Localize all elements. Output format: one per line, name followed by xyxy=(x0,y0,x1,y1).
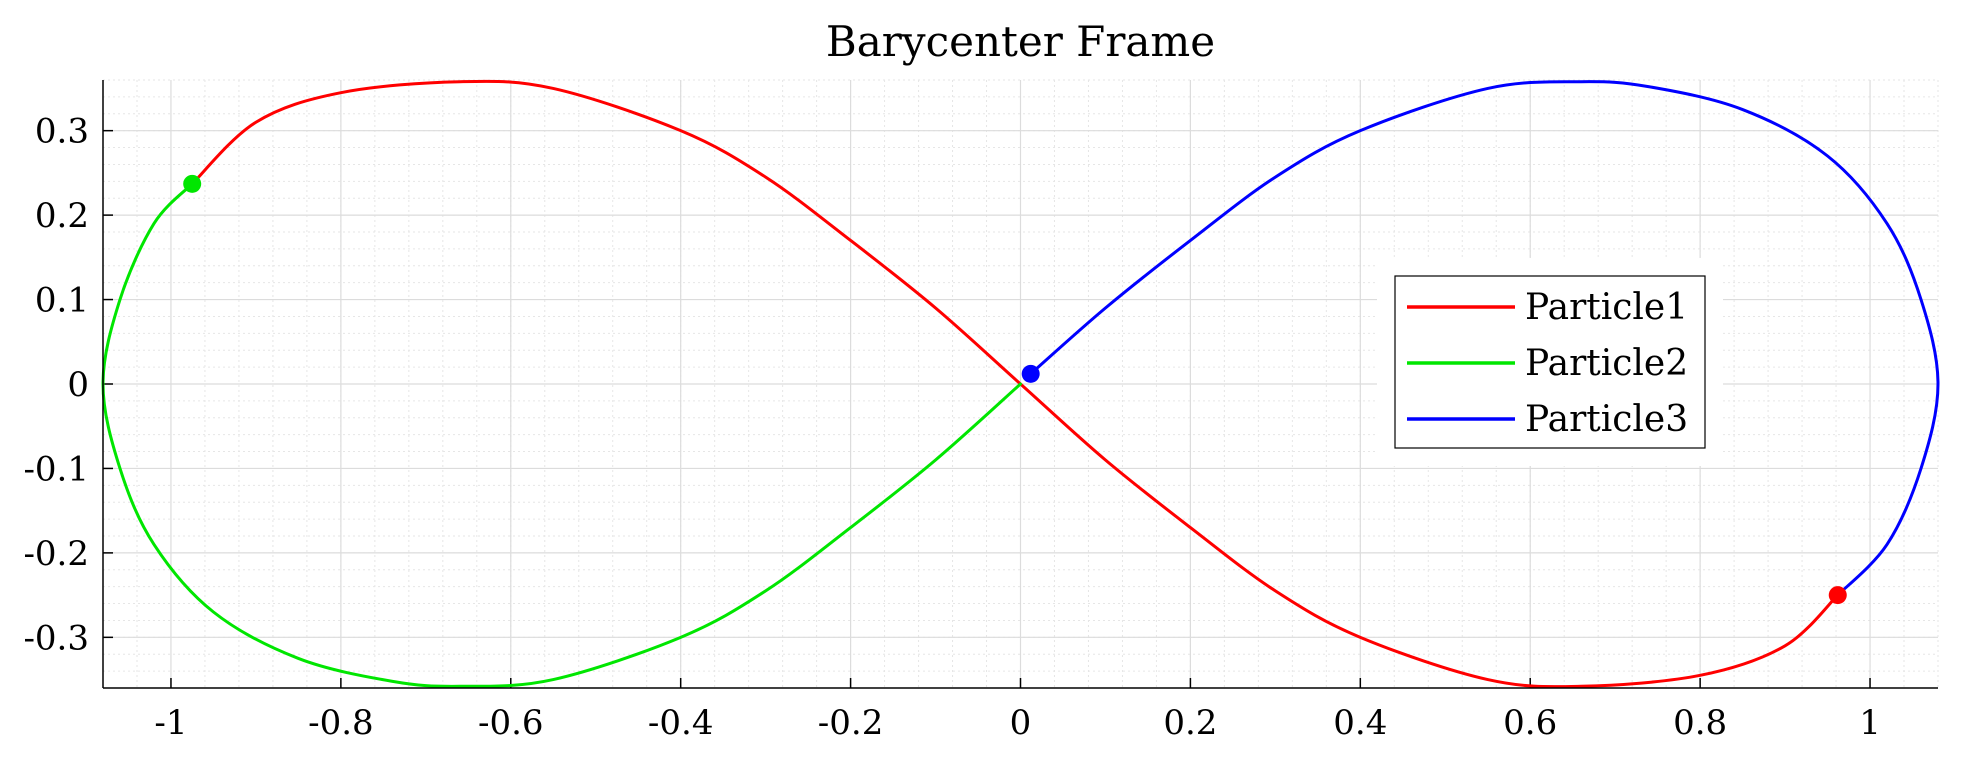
particle-marker-particle1 xyxy=(1828,586,1847,605)
series-layer xyxy=(101,79,1940,689)
chart-title: Barycenter Frame xyxy=(826,17,1215,66)
y-tick-label: -0.3 xyxy=(23,618,89,658)
major-grid xyxy=(103,80,1938,688)
x-tick-label: 0 xyxy=(1010,703,1032,743)
y-tick-label: 0 xyxy=(67,365,89,405)
x-tick-label: -0.4 xyxy=(648,703,714,743)
x-tick-label: -0.8 xyxy=(308,703,374,743)
x-tick-label: 1 xyxy=(1859,703,1881,743)
particle-marker-particle2 xyxy=(183,174,202,193)
y-tick-label: -0.2 xyxy=(23,534,89,574)
x-tick-label: -1 xyxy=(154,703,187,743)
x-tick-label: 0.4 xyxy=(1333,703,1387,743)
particle-marker-particle3 xyxy=(1021,364,1040,383)
y-tick-label: 0.3 xyxy=(35,112,89,152)
series-line-particle3 xyxy=(1029,80,1940,597)
series-line-particle2 xyxy=(101,182,1022,688)
x-tick-label: -0.6 xyxy=(478,703,544,743)
x-axis-ticks: -1 -0.8 -0.6 -0.4 -0.2 0 0.2 0.4 0.6 0.8 1 xyxy=(154,678,1881,743)
legend: Particle1 Particle2 Particle3 xyxy=(1377,258,1723,466)
legend-label-particle3: Particle3 xyxy=(1525,399,1688,440)
marker-layer xyxy=(183,174,1847,605)
x-tick-label: 0.8 xyxy=(1673,703,1727,743)
y-tick-label: 0.1 xyxy=(35,281,89,321)
y-tick-label: -0.1 xyxy=(23,449,89,489)
x-tick-label: -0.2 xyxy=(818,703,884,743)
x-tick-label: 0.2 xyxy=(1163,703,1217,743)
legend-label-particle1: Particle1 xyxy=(1525,287,1688,328)
y-axis-ticks: 0.3 0.2 0.1 0 -0.1 -0.2 -0.3 xyxy=(23,112,113,658)
legend-label-particle2: Particle2 xyxy=(1525,343,1688,384)
y-tick-label: 0.2 xyxy=(35,196,89,236)
x-tick-label: 0.6 xyxy=(1503,703,1557,743)
